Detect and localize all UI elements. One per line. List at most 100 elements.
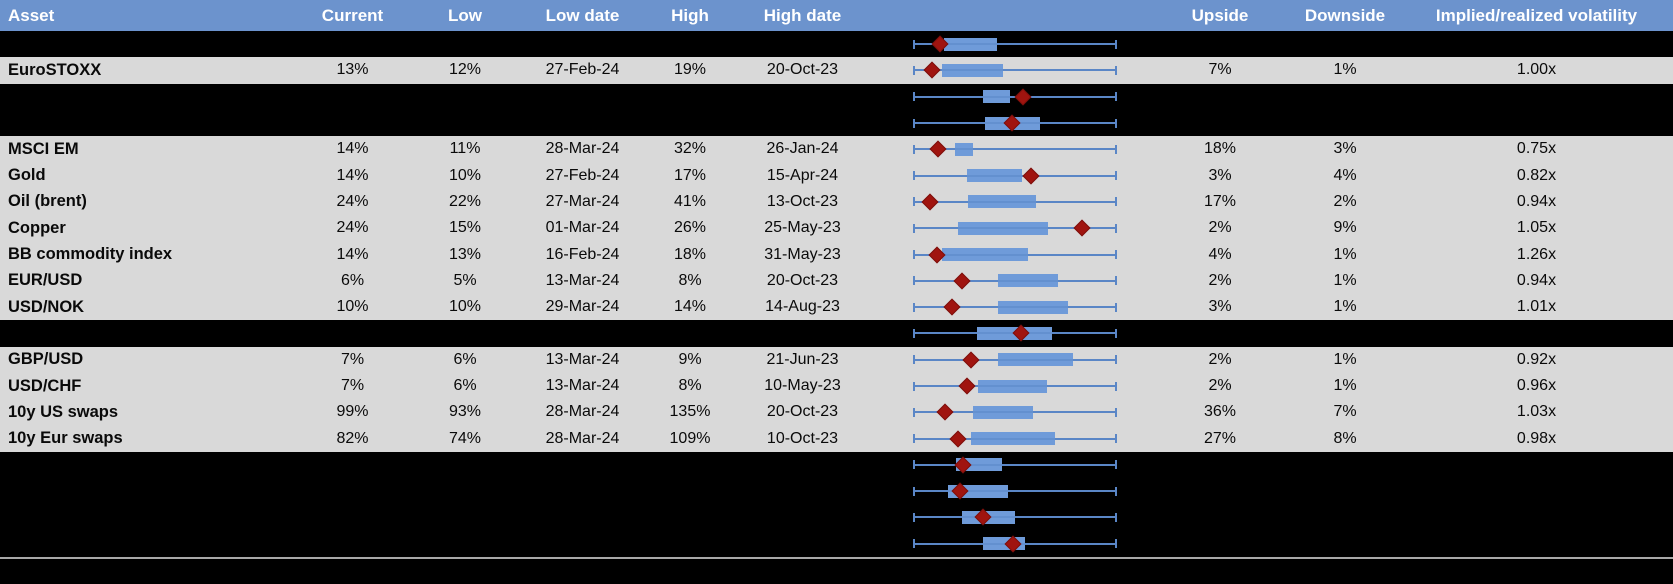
cell-high-date[interactable]: 21-Jun-23 [766,350,839,368]
cell-current[interactable]: 99% [336,403,369,421]
cell-asset[interactable]: Gold [8,166,46,185]
cell-low-date[interactable]: 27-Feb-24 [545,61,620,79]
cell-high[interactable]: 8% [678,271,702,289]
table-row[interactable]: GBP/USD 7% 6% 13-Mar-24 9% 21-Jun-23 2% 1% 0.92x [0,346,1673,373]
cell-asset[interactable]: GBP/USD [8,350,84,369]
cell-current[interactable]: 10% [336,298,369,316]
cell-low[interactable]: 6% [453,350,477,368]
cell-high-date[interactable]: 20-Oct-23 [766,403,839,421]
cell-downside[interactable]: 1% [1333,61,1357,79]
cell-upside[interactable]: 2% [1208,271,1232,289]
cell-downside[interactable]: 4% [1333,166,1357,184]
cell-upside[interactable]: 2% [1208,219,1232,237]
cell-asset[interactable]: Copper [8,218,66,237]
cell-ivol[interactable]: 0.98x [1516,429,1557,447]
cell-downside[interactable]: 1% [1333,350,1357,368]
table-row[interactable]: MSCI EM 14% 11% 28-Mar-24 32% 26-Jan-24 18% 3% 0… [0,136,1673,163]
cell-upside[interactable]: 2% [1208,350,1232,368]
cell-high-date[interactable]: 20-Oct-23 [766,61,839,79]
cell-ivol[interactable]: 0.75x [1516,140,1557,158]
table-row[interactable]: Copper 24% 15% 01-Mar-24 26% 25-May-23 2% 9% 1.0… [0,215,1673,242]
cell-high-date[interactable]: 10-May-23 [764,377,841,394]
cell-upside[interactable]: 17% [1203,192,1237,210]
cell-low[interactable]: 74% [448,429,482,447]
cell-current[interactable]: 14% [336,245,369,263]
cell-low-date[interactable]: 28-Mar-24 [545,140,620,158]
table-row[interactable]: USD/CHF 7% 6% 13-Mar-24 8% 10-May-23 2% 1% 0.96x [0,372,1673,400]
cell-asset[interactable]: 10y US swaps [8,402,119,421]
cell-high-date[interactable]: 25-May-23 [764,219,841,237]
cell-low-date[interactable]: 27-Feb-24 [545,166,620,184]
cell-low-date[interactable]: 01-Mar-24 [545,219,620,237]
cell-low-date[interactable]: 28-Mar-24 [545,403,620,421]
cell-low[interactable]: 6% [453,377,477,394]
table-row[interactable]: Gold 14% 10% 27-Feb-24 17% 15-Apr-24 3% 4% 0.82x [0,162,1673,189]
table-row[interactable]: BB commodity index 14% 13% 16-Feb-24 18% 31-M… [0,241,1673,268]
cell-asset[interactable]: MSCI EM [8,139,79,158]
cell-ivol[interactable]: 0.94x [1516,192,1557,210]
cell-current[interactable]: 14% [336,166,369,184]
cell-upside[interactable]: 3% [1208,298,1232,316]
cell-downside[interactable]: 1% [1333,271,1357,289]
cell-downside[interactable]: 3% [1333,140,1357,158]
table-row[interactable]: EuroSTOXX 13% 12% 27-Feb-24 19% 20-Oct-23 7% 1%… [0,57,1673,84]
cell-ivol[interactable]: 1.01x [1516,298,1557,316]
cell-high-date[interactable]: 13-Oct-23 [766,192,839,210]
cell-current[interactable]: 6% [340,271,365,289]
cell-upside[interactable]: 3% [1208,166,1232,184]
table-row[interactable]: Oil (brent) 24% 22% 27-Mar-24 41% 13-Oct-23 17… [0,188,1673,216]
cell-low[interactable]: 12% [448,61,482,79]
cell-high-date[interactable]: 10-Oct-23 [766,429,839,447]
cell-upside[interactable]: 2% [1208,377,1232,394]
cell-current[interactable]: 14% [336,140,369,158]
cell-downside[interactable]: 1% [1333,298,1357,316]
cell-high-date[interactable]: 20-Oct-23 [766,271,839,289]
cell-low[interactable]: 10% [448,298,482,316]
table-row[interactable]: USD/NOK 10% 10% 29-Mar-24 14% 14-Aug-23 3% 1% 1.… [0,293,1673,321]
cell-low[interactable]: 13% [448,245,482,263]
cell-ivol[interactable]: 0.92x [1516,350,1557,368]
cell-downside[interactable]: 7% [1333,403,1357,421]
cell-high[interactable]: 8% [678,377,702,394]
cell-current[interactable]: 24% [336,192,369,210]
table-row[interactable]: 10y US swaps 99% 93% 28-Mar-24 135% 20-Oct-23… [0,399,1673,426]
cell-low-date[interactable]: 28-Mar-24 [545,429,620,447]
cell-high-date[interactable]: 15-Apr-24 [766,166,839,184]
cell-downside[interactable]: 1% [1333,377,1357,394]
cell-high[interactable]: 41% [673,192,707,210]
cell-high[interactable]: 135% [669,403,711,421]
cell-ivol[interactable]: 0.96x [1516,377,1557,394]
cell-low[interactable]: 93% [448,403,482,421]
cell-high[interactable]: 17% [673,166,707,184]
cell-low-date[interactable]: 16-Feb-24 [545,245,620,263]
cell-high-date[interactable]: 14-Aug-23 [765,298,840,316]
cell-high[interactable]: 32% [673,140,707,158]
cell-ivol[interactable]: 0.94x [1516,271,1557,289]
cell-asset[interactable]: 10y Eur swaps [8,429,123,448]
cell-current[interactable]: 13% [336,61,369,79]
cell-upside[interactable]: 4% [1208,245,1232,263]
cell-low[interactable]: 11% [449,140,481,158]
cell-high[interactable]: 26% [673,219,707,237]
cell-current[interactable]: 24% [336,219,369,237]
cell-low-date[interactable]: 13-Mar-24 [545,377,620,394]
cell-low[interactable]: 22% [448,192,482,210]
cell-upside[interactable]: 36% [1203,403,1237,421]
cell-upside[interactable]: 7% [1208,61,1232,79]
cell-asset[interactable]: USD/NOK [8,297,85,316]
cell-high-date[interactable]: 26-Jan-24 [766,140,839,158]
cell-low-date[interactable]: 13-Mar-24 [545,271,620,289]
cell-ivol[interactable]: 1.26x [1516,245,1557,263]
cell-low[interactable]: 5% [453,271,477,289]
cell-high[interactable]: 19% [673,61,707,79]
cell-downside[interactable]: 8% [1333,429,1357,447]
cell-asset[interactable]: USD/CHF [8,376,82,395]
cell-current[interactable]: 7% [340,377,365,394]
table-row[interactable]: EUR/USD 6% 5% 13-Mar-24 8% 20-Oct-23 2% 1% 0.94x [0,267,1673,294]
cell-high[interactable]: 18% [673,245,707,263]
cell-low-date[interactable]: 13-Mar-24 [545,350,620,368]
cell-ivol[interactable]: 1.05x [1516,219,1557,237]
cell-upside[interactable]: 27% [1203,429,1237,447]
cell-low-date[interactable]: 29-Mar-24 [545,298,620,316]
cell-asset[interactable]: EuroSTOXX [8,60,102,79]
